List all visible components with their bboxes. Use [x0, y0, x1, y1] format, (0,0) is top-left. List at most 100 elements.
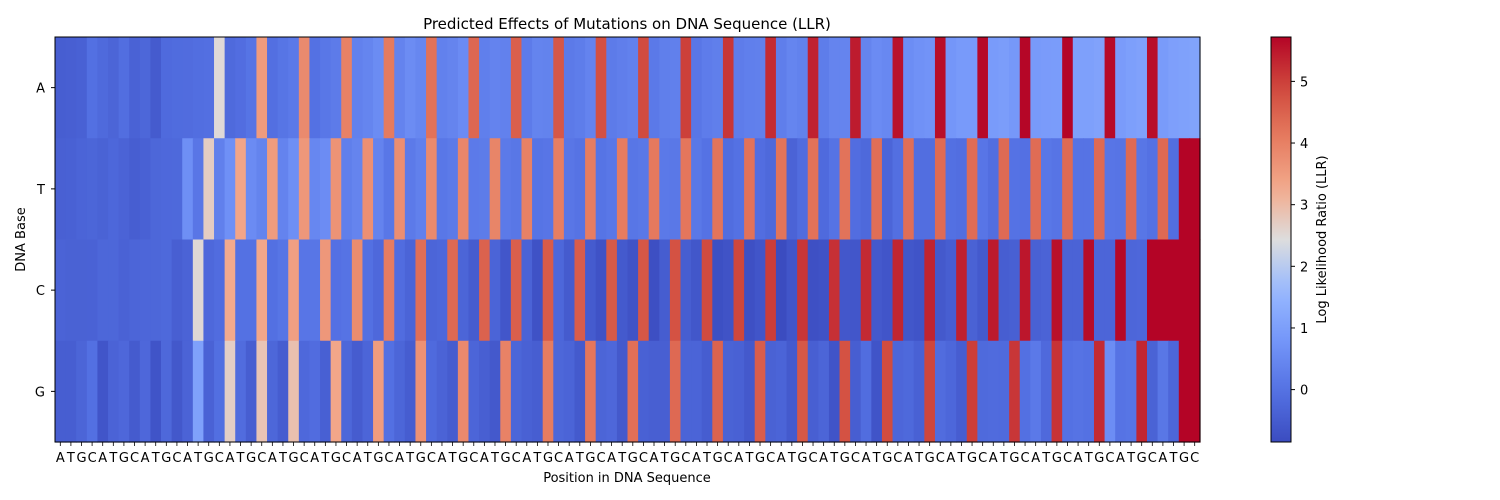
heatmap-cell — [1125, 340, 1137, 443]
heatmap-cell — [638, 239, 650, 342]
x-tick-label: G — [119, 451, 129, 466]
x-tick-label: C — [978, 451, 987, 466]
heatmap-cell — [192, 340, 205, 443]
heatmap-cell — [161, 340, 173, 443]
heatmap-cell — [638, 138, 650, 241]
heatmap-cell — [860, 138, 872, 241]
heatmap-cell — [65, 37, 77, 139]
heatmap-cell — [691, 239, 703, 342]
heatmap-cell — [956, 37, 968, 139]
heatmap-cell — [129, 239, 141, 342]
heatmap-cell — [553, 37, 565, 139]
heatmap-cell — [404, 37, 417, 139]
heatmap-cell — [171, 239, 183, 342]
heatmap-cell — [86, 37, 99, 139]
heatmap-cell — [362, 37, 374, 139]
heatmap-cell — [998, 239, 1010, 342]
heatmap-cell — [118, 138, 130, 241]
x-tick-label: T — [872, 451, 881, 466]
heatmap-cell — [966, 340, 978, 443]
x-tick-label: C — [512, 451, 521, 466]
heatmap-cell — [956, 239, 968, 342]
heatmap-cell — [436, 138, 448, 241]
heatmap-cell — [1115, 340, 1127, 443]
x-tick-label: C — [172, 451, 181, 466]
heatmap-cell — [1009, 340, 1021, 443]
heatmap-cell — [394, 138, 406, 241]
colorbar-tick-label: 5 — [1300, 75, 1308, 90]
heatmap-cell — [447, 37, 459, 139]
heatmap-cell — [627, 37, 639, 139]
y-tick-label: T — [36, 183, 45, 198]
heatmap-cell — [383, 340, 395, 443]
heatmap-cell — [977, 138, 989, 241]
heatmap-cell — [1009, 138, 1021, 241]
heatmap-cell — [966, 138, 978, 241]
heatmap-cell — [966, 37, 978, 139]
heatmap-cell — [924, 239, 936, 342]
x-tick-label: C — [639, 451, 648, 466]
heatmap-cell — [712, 340, 724, 443]
heatmap-cell — [680, 37, 692, 139]
heatmap-cell — [426, 239, 438, 342]
heatmap-cell — [913, 340, 925, 443]
heatmap-cell — [585, 239, 597, 342]
colorbar-tick-label: 1 — [1300, 322, 1308, 337]
heatmap-cell — [733, 340, 745, 443]
heatmap-cell — [521, 239, 533, 342]
heatmap-cell — [998, 138, 1010, 241]
heatmap-cell — [775, 138, 788, 241]
heatmap-cell — [108, 37, 120, 139]
heatmap-cell — [606, 340, 618, 443]
heatmap-cell — [1136, 340, 1148, 443]
heatmap-cell — [966, 239, 978, 342]
x-tick-label: C — [936, 451, 945, 466]
heatmap-cell — [55, 340, 67, 443]
heatmap-cell — [256, 37, 268, 139]
heatmap-cell — [161, 138, 173, 241]
heatmap-cell — [1072, 340, 1084, 443]
heatmap-cell — [818, 37, 830, 139]
x-tick-label: G — [755, 451, 765, 466]
heatmap-cell — [277, 239, 289, 342]
heatmap-cell — [500, 37, 512, 139]
heatmap-cell — [585, 37, 597, 139]
heatmap-cell — [1157, 239, 1169, 342]
y-tick-label: G — [35, 385, 45, 400]
x-tick-label: A — [734, 451, 743, 466]
heatmap-cell — [510, 37, 523, 139]
heatmap-cell — [341, 340, 353, 443]
heatmap-cell — [192, 239, 205, 342]
heatmap-cell — [1062, 138, 1074, 241]
heatmap-cell — [1125, 138, 1137, 241]
heatmap-cell — [86, 138, 99, 241]
heatmap-cell — [383, 37, 395, 139]
heatmap-cell — [277, 138, 289, 241]
heatmap-cell — [479, 138, 491, 241]
heatmap-cell — [1072, 37, 1084, 139]
heatmap-cell — [76, 340, 88, 443]
heatmap-cell — [235, 340, 247, 443]
x-tick-label: C — [851, 451, 860, 466]
heatmap-cell — [404, 138, 417, 241]
x-tick-label: C — [808, 451, 817, 466]
x-tick-label: G — [713, 451, 723, 466]
x-tick-label: T — [702, 451, 711, 466]
heatmap-cell — [818, 138, 830, 241]
heatmap-cell — [1019, 340, 1031, 443]
heatmap-cell — [733, 138, 745, 241]
heatmap-cell — [468, 239, 480, 342]
x-tick-label: G — [331, 451, 341, 466]
x-tick-label: G — [1052, 451, 1062, 466]
heatmap-cell — [373, 340, 385, 443]
heatmap-cell — [987, 37, 1000, 139]
heatmap-cell — [1189, 37, 1201, 139]
heatmap-cell — [203, 239, 215, 342]
x-tick-label: A — [480, 451, 489, 466]
heatmap-cell — [722, 239, 735, 342]
x-tick-label: C — [1148, 451, 1157, 466]
heatmap-cell — [436, 340, 448, 443]
colorbar-tick-label: 3 — [1300, 199, 1308, 214]
heatmap-cell — [807, 138, 819, 241]
